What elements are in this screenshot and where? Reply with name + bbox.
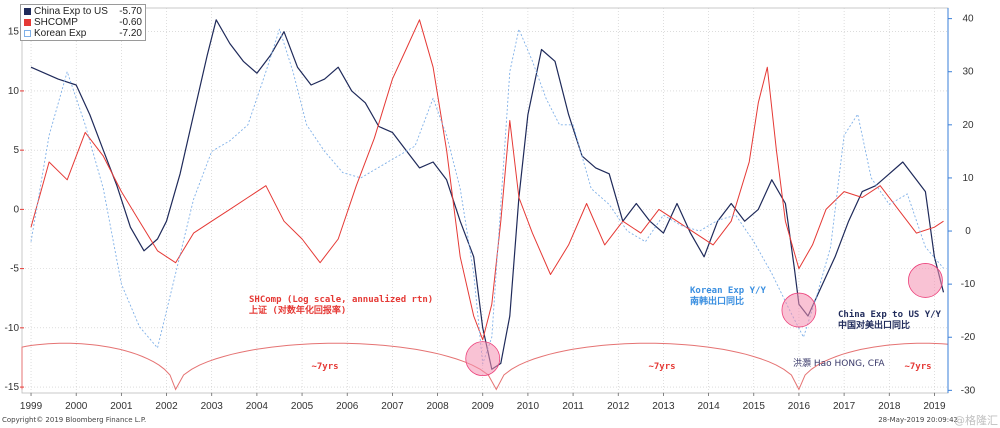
x-tick-label: 2012 xyxy=(607,401,630,412)
y-left-tick-label: 0 xyxy=(13,204,19,215)
x-tick-label: 2001 xyxy=(110,401,133,412)
y-left-tick-label: 5 xyxy=(13,145,19,156)
x-tick-label: 2019 xyxy=(923,401,946,412)
x-tick-label: 2017 xyxy=(833,401,856,412)
legend-series-value: -0.60 xyxy=(119,17,142,28)
y-right-tick-label: -30 xyxy=(961,385,976,396)
highlight-circle xyxy=(465,341,501,377)
annotation-china-cn: 中国对美出口同比 xyxy=(838,319,910,331)
y-left-tick-label: 15 xyxy=(8,27,20,38)
legend-series-value: -7.20 xyxy=(119,28,142,39)
annotation-cycle-3: ~7yrs xyxy=(904,362,931,372)
x-tick-label: 2000 xyxy=(65,401,88,412)
legend-series-name: Korean Exp xyxy=(34,28,87,39)
annotation-china: China Exp to US Y/Y xyxy=(838,309,942,320)
annotation-author: 洪灝 Hao HONG, CFA xyxy=(793,357,885,369)
x-tick-label: 2005 xyxy=(291,401,314,412)
copyright-text: Copyright© 2019 Bloomberg Finance L.P. xyxy=(2,416,147,424)
legend-item: SHCOMP -0.60 xyxy=(24,17,142,28)
x-tick-label: 2014 xyxy=(697,401,720,412)
y-left-tick-label: -5 xyxy=(10,264,19,275)
x-tick-label: 1999 xyxy=(20,401,43,412)
legend-swatch xyxy=(24,19,31,26)
legend-item: Korean Exp -7.20 xyxy=(24,28,142,39)
cycle-arcs xyxy=(21,342,949,391)
series-line-shcomp xyxy=(30,19,944,341)
x-tick-label: 2011 xyxy=(562,401,584,412)
cycle-arc xyxy=(21,342,949,391)
grid-lines xyxy=(21,7,949,394)
annotation-cycle-1: ~7yrs xyxy=(311,362,338,372)
x-tick-label: 2018 xyxy=(878,401,901,412)
x-tick-label: 2013 xyxy=(652,401,675,412)
timestamp-text: 28-May-2019 20:09:42 xyxy=(878,416,958,424)
y-right-tick-label: 40 xyxy=(962,14,974,25)
y-right-tick-label: 30 xyxy=(962,67,974,78)
y-right-tick-label: 0 xyxy=(965,226,971,237)
legend-series-name: SHCOMP xyxy=(34,17,78,28)
y-right-tick-label: 20 xyxy=(962,120,974,131)
legend-swatch xyxy=(24,8,31,15)
annotation-shcomp-cn: 上证 (对数年化回报率) xyxy=(249,304,346,316)
x-tick-label: 2009 xyxy=(472,401,495,412)
y-right-tick-label: -10 xyxy=(961,279,976,290)
y-left-tick-label: -15 xyxy=(5,382,20,393)
annotation-cycle-2: ~7yrs xyxy=(648,362,675,372)
highlight-circles xyxy=(465,263,943,377)
annotation-korean: Korean Exp Y/Y xyxy=(690,286,766,296)
legend-swatch xyxy=(24,30,31,37)
y-left-tick-label: -10 xyxy=(5,323,20,334)
y-right-tick-label: 10 xyxy=(962,173,974,184)
x-tick-label: 2002 xyxy=(155,401,178,412)
legend-item: China Exp to US -5.70 xyxy=(24,6,142,17)
annotations: SHComp (Log scale, annualized rtn)上证 (对数… xyxy=(249,286,942,372)
annotation-shcomp: SHComp (Log scale, annualized rtn) xyxy=(249,294,433,305)
highlight-circle xyxy=(781,292,817,328)
x-tick-label: 2006 xyxy=(336,401,359,412)
x-tick-label: 2007 xyxy=(381,401,404,412)
chart-legend: China Exp to US -5.70 SHCOMP -0.60 Korea… xyxy=(20,4,146,41)
x-tick-label: 2016 xyxy=(788,401,811,412)
x-tick-label: 2003 xyxy=(201,401,224,412)
highlight-circle xyxy=(908,263,943,298)
x-tick-label: 2015 xyxy=(743,401,766,412)
annotation-korean-cn: 南韩出口同比 xyxy=(690,295,744,307)
legend-series-value: -5.70 xyxy=(119,6,142,17)
y-left-tick-label: 10 xyxy=(8,86,20,97)
x-tick-label: 2010 xyxy=(517,401,540,412)
watermark-text: @格隆汇 xyxy=(954,414,998,427)
y-right-tick-label: -20 xyxy=(961,332,976,343)
x-tick-label: 2008 xyxy=(426,401,449,412)
legend-series-name: China Exp to US xyxy=(34,6,108,17)
x-tick-label: 2004 xyxy=(246,401,269,412)
